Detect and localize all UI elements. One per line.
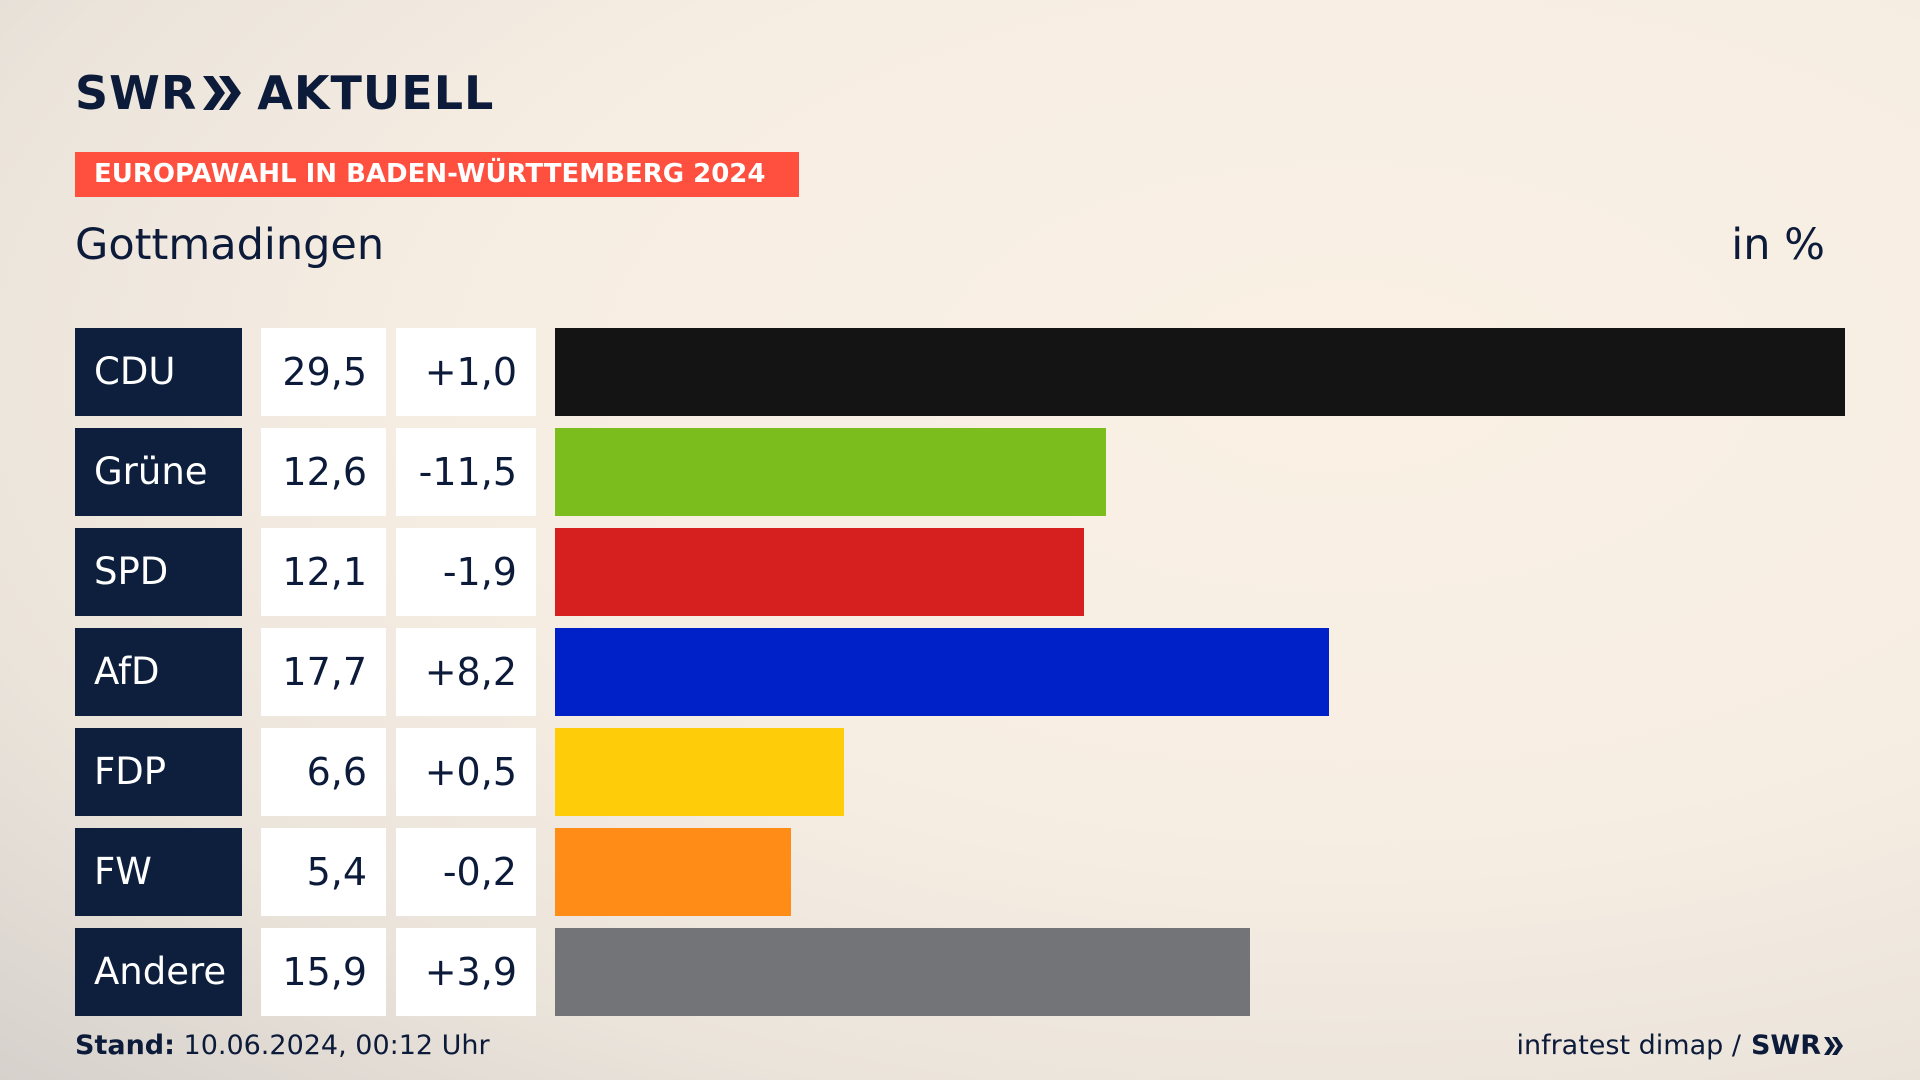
source-text: infratest dimap /	[1516, 1030, 1741, 1061]
party-label: Andere	[75, 928, 242, 1016]
result-row: SPD 12,1 -1,9	[75, 528, 1845, 616]
vote-share-label: 6,6	[261, 728, 386, 816]
result-bar	[555, 728, 844, 816]
change-label: +8,2	[396, 628, 536, 716]
result-row: Grüne 12,6 -11,5	[75, 428, 1845, 516]
result-bar	[555, 928, 1250, 1016]
logo-brand: SWR	[75, 66, 198, 120]
change-label: +3,9	[396, 928, 536, 1016]
result-bar	[555, 428, 1106, 516]
timestamp: Stand: 10.06.2024, 00:12 Uhr	[75, 1030, 490, 1061]
result-row: Andere 15,9 +3,9	[75, 928, 1845, 1016]
result-row: FW 5,4 -0,2	[75, 828, 1845, 916]
party-label: FW	[75, 828, 242, 916]
result-row: FDP 6,6 +0,5	[75, 728, 1845, 816]
logo-product: AKTUELL	[257, 66, 495, 120]
vote-share-label: 12,6	[261, 428, 386, 516]
change-label: +0,5	[396, 728, 536, 816]
stand-label: Stand:	[75, 1030, 175, 1061]
double-chevron-icon	[1824, 1036, 1843, 1055]
swr-aktuell-logo: SWR AKTUELL	[75, 66, 495, 120]
vote-share-label: 12,1	[261, 528, 386, 616]
change-label: +1,0	[396, 328, 536, 416]
result-row: AfD 17,7 +8,2	[75, 628, 1845, 716]
party-label: Grüne	[75, 428, 242, 516]
party-label: AfD	[75, 628, 242, 716]
vote-share-label: 5,4	[261, 828, 386, 916]
unit-label: in %	[1731, 220, 1825, 270]
swr-small-brand: SWR	[1750, 1030, 1821, 1061]
vote-share-label: 17,7	[261, 628, 386, 716]
result-bar	[555, 628, 1329, 716]
stand-value: 10.06.2024, 00:12 Uhr	[183, 1030, 490, 1061]
vote-share-label: 15,9	[261, 928, 386, 1016]
election-banner: EUROPAWAHL IN BADEN-WÜRTTEMBERG 2024	[75, 152, 799, 197]
swr-small-logo: SWR	[1751, 1030, 1845, 1061]
party-label: CDU	[75, 328, 242, 416]
result-bar	[555, 828, 791, 916]
change-label: -0,2	[396, 828, 536, 916]
vote-share-label: 29,5	[261, 328, 386, 416]
change-label: -11,5	[396, 428, 536, 516]
chart-title: Gottmadingen	[75, 220, 385, 270]
source-credit: infratest dimap / SWR	[1516, 1030, 1845, 1061]
result-row: CDU 29,5 +1,0	[75, 328, 1845, 416]
result-bar	[555, 328, 1845, 416]
party-label: SPD	[75, 528, 242, 616]
result-bar	[555, 528, 1084, 616]
double-chevron-icon	[203, 76, 242, 110]
change-label: -1,9	[396, 528, 536, 616]
party-label: FDP	[75, 728, 242, 816]
